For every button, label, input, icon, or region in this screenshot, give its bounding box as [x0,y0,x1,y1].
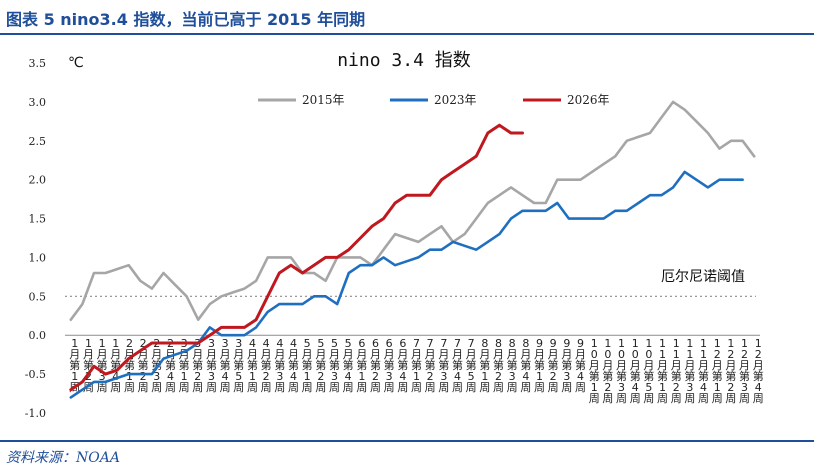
x-tick-label: 7 月第 1 周 [411,337,422,394]
figure-title: 图表 5 nino3.4 指数，当前已高于 2015 年同期 [6,10,366,29]
chart-title: nino 3.4 指数 [337,50,471,71]
x-tick-label: 5 月第 2 周 [315,337,326,394]
x-tick-label: 1 月第 3 周 [97,337,108,394]
x-tick-label: 7 月第 5 周 [466,337,477,394]
x-tick-label: 3 月第 3 周 [206,337,217,394]
x-tick-label: 8 月第 2 周 [493,337,504,394]
source-note: 资料来源：NOAA [6,450,120,466]
x-tick-label: 1 1 月第 1 周 [657,337,668,405]
x-tick-label: 9 月第 1 周 [534,337,545,394]
series-line-2023 [69,170,744,399]
x-ticks: 1 月第 1 周1 月第 2 周1 月第 3 周1 月第 4 周2 月第 1 周2 月第 2 周2 月第 3 周2 月第 4 周… [69,337,763,405]
x-tick-label: 2 月第 1 周 [124,337,135,394]
threshold-label: 厄尔尼诺阈值 [661,269,745,285]
x-tick-label: 7 月第 3 周 [438,337,449,394]
top-rule [0,33,814,35]
x-tick-label: 6 月第 4 周 [397,337,408,394]
y-tick-label: 0.5 [29,290,47,303]
x-tick-label: 1 1 月第 3 周 [684,337,695,405]
x-tick-label: 6 月第 3 周 [384,337,395,394]
x-tick-label: 1 2 月第 1 周 [712,337,723,405]
series-group [69,100,756,399]
x-tick-label: 1 2 月第 2 周 [725,337,736,405]
x-tick-label: 6 月第 2 周 [370,337,381,394]
x-tick-label: 5 月第 3 周 [329,337,340,394]
x-tick-label: 1 0 月第 3 周 [616,337,627,405]
y-tick-label: 1.5 [29,213,47,226]
x-tick-label: 4 月第 2 周 [261,337,272,394]
legend-label: 2023年 [434,93,477,107]
x-tick-label: 1 1 月第 4 周 [698,337,709,405]
report-header: 图表 5 nino3.4 指数，当前已高于 2015 年同期 [0,0,814,34]
y-tick-label: 2.5 [29,135,47,148]
y-tick-label: -1.0 [25,407,46,420]
nino-chart: nino 3.4 指数 ℃ 2015年 2023年 2026年 -1.0 -0.5 0.… [0,35,814,440]
legend: 2015年 2023年 2026年 [258,93,610,107]
x-tick-label: 8 月第 1 周 [479,337,490,394]
x-tick-label: 4 月第 1 周 [247,337,258,394]
x-tick-label: 7 月第 4 周 [452,337,463,394]
bottom-rule [0,440,814,442]
x-tick-label: 8 月第 3 周 [507,337,518,394]
series-line-2015 [69,100,756,322]
x-tick-label: 4 月第 3 周 [274,337,285,394]
x-tick-label: 1 月第 2 周 [83,337,94,394]
x-tick-label: 3 月第 5 周 [233,337,244,394]
y-tick-label: -0.5 [25,368,46,381]
legend-label: 2015年 [302,93,345,107]
x-tick-label: 8 月第 4 周 [520,337,531,394]
x-tick-label: 9 月第 3 周 [561,337,572,394]
x-tick-label: 5 月第 1 周 [302,337,313,394]
x-tick-label: 1 月第 4 周 [110,337,121,394]
y-tick-label: 3.0 [29,96,47,109]
x-tick-label: 1 0 月第 2 周 [602,337,613,405]
y-tick-label: 2.0 [29,174,47,187]
y-tick-label: 1.0 [29,251,47,264]
y-tick-label: 3.5 [29,57,47,70]
x-tick-label: 1 0 月第 5 周 [643,337,654,405]
x-tick-label: 1 0 月第 1 周 [589,337,600,405]
x-tick-label: 1 0 月第 4 周 [630,337,641,405]
y-ticks: -1.0 -0.5 0.0 0.5 1.0 1.5 2.0 2.5 3.0 3.5 [25,57,46,420]
x-tick-label: 6 月第 1 周 [356,337,367,394]
y-axis-unit: ℃ [68,55,84,71]
x-tick-label: 3 月第 4 周 [220,337,231,394]
x-tick-label: 1 1 月第 2 周 [671,337,682,405]
legend-label: 2026年 [567,93,610,107]
x-tick-label: 1 2 月第 3 周 [739,337,750,405]
x-tick-label: 2 月第 2 周 [138,337,149,394]
x-tick-label: 7 月第 2 周 [425,337,436,394]
x-tick-label: 1 2 月第 4 周 [753,337,764,405]
x-tick-label: 9 月第 4 周 [575,337,586,394]
x-tick-label: 5 月第 4 周 [343,337,354,394]
y-tick-label: 0.0 [29,329,47,342]
series-line-2026 [69,123,524,392]
x-tick-label: 9 月第 2 周 [548,337,559,394]
x-tick-label: 4 月第 4 周 [288,337,299,394]
